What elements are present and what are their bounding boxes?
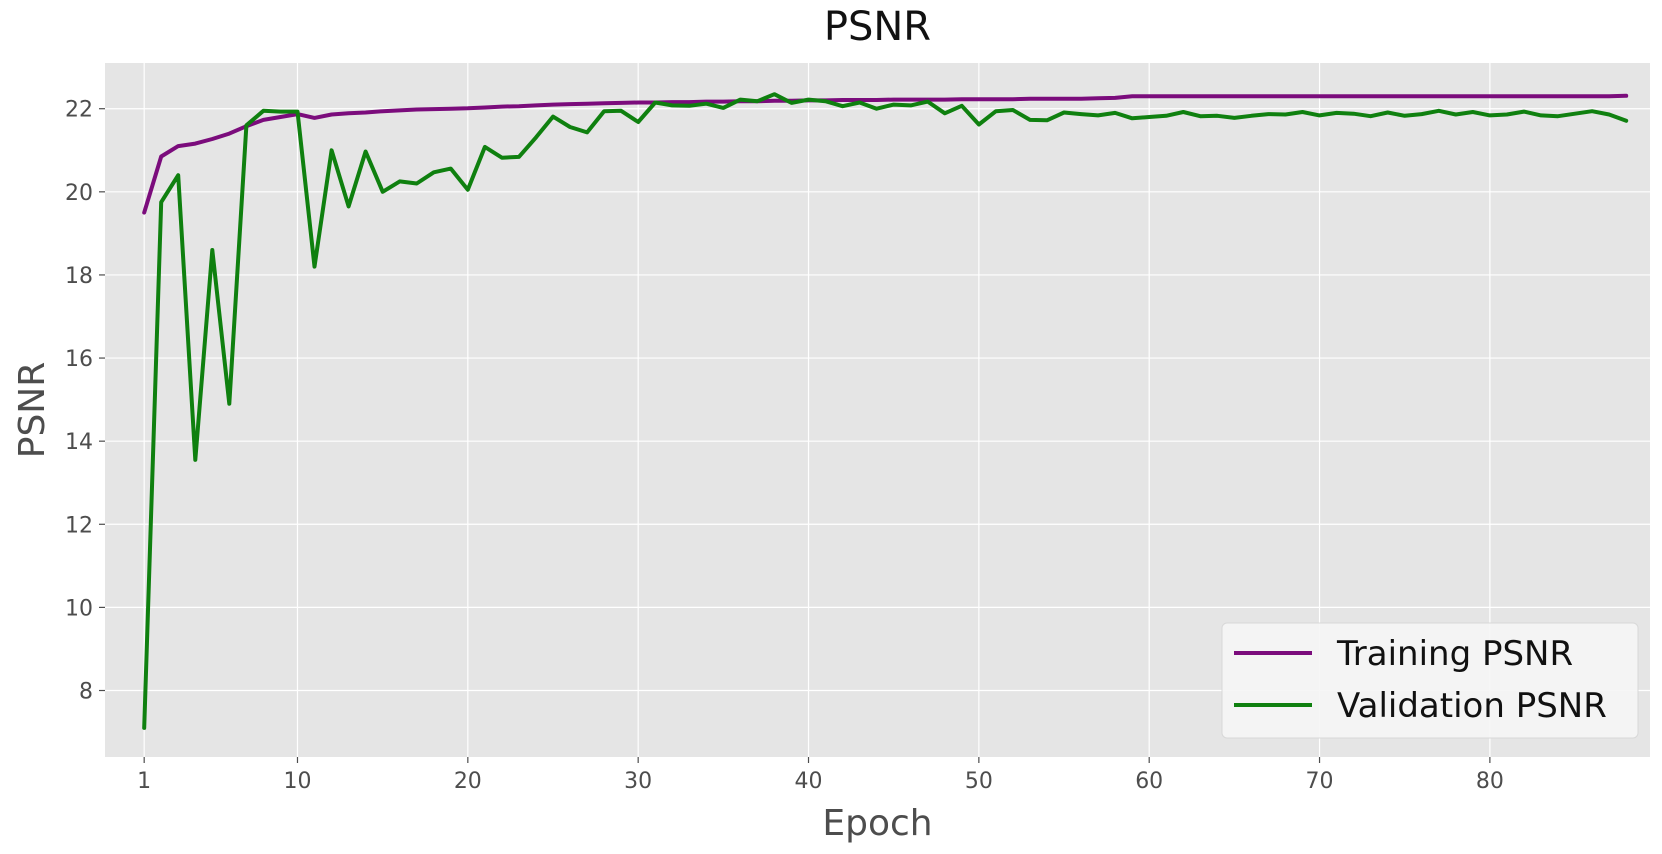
y-tick-label: 16 (65, 347, 93, 372)
legend: Training PSNR Validation PSNR (1221, 622, 1639, 739)
x-tick-label: 40 (795, 769, 823, 794)
y-axis-ticks: 8 10 12 14 16 18 20 22 (65, 98, 105, 705)
series-group (142, 92, 1629, 730)
y-tick-label: 20 (65, 181, 93, 206)
legend-label-training: Training PSNR (1336, 634, 1573, 674)
x-tick-label: 70 (1306, 769, 1334, 794)
y-tick-label: 18 (65, 264, 93, 289)
x-tick-label: 30 (624, 769, 652, 794)
legend-entry-validation: Validation PSNR (1234, 686, 1607, 726)
y-axis-label: PSNR (12, 362, 53, 459)
x-tick-label: 60 (1135, 769, 1163, 794)
x-axis-label: Epoch (822, 803, 932, 844)
x-tick-label: 20 (454, 769, 482, 794)
y-tick-label: 22 (65, 98, 93, 123)
y-tick-label: 10 (65, 596, 93, 621)
legend-entry-training: Training PSNR (1234, 634, 1573, 674)
series-line-validation (142, 92, 1629, 730)
x-tick-label: 1 (137, 769, 151, 794)
x-tick-label: 80 (1476, 769, 1504, 794)
x-tick-label: 50 (965, 769, 993, 794)
x-axis-ticks: 1 10 20 30 40 50 60 70 80 (137, 757, 1504, 794)
y-tick-label: 14 (65, 430, 93, 455)
x-tick-label: 10 (283, 769, 311, 794)
legend-label-validation: Validation PSNR (1337, 686, 1607, 726)
legend-box (1221, 622, 1639, 739)
chart-title: PSNR (824, 4, 931, 50)
y-tick-label: 8 (79, 680, 93, 705)
series-line-training (142, 93, 1629, 215)
y-tick-label: 12 (65, 513, 93, 538)
